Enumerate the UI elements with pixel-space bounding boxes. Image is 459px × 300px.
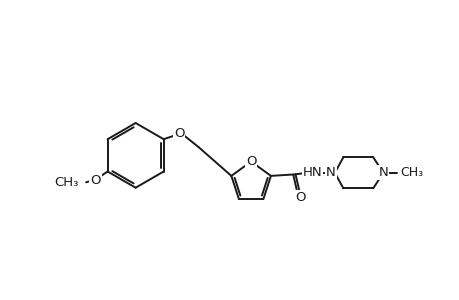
Text: O: O (294, 191, 305, 204)
Text: N: N (378, 166, 387, 179)
Text: N: N (325, 166, 335, 179)
Text: O: O (90, 174, 101, 187)
Text: HN: HN (302, 166, 322, 179)
Text: CH₃: CH₃ (399, 166, 422, 179)
Text: O: O (174, 127, 184, 140)
Text: CH₃: CH₃ (54, 176, 78, 189)
Text: O: O (246, 155, 256, 168)
